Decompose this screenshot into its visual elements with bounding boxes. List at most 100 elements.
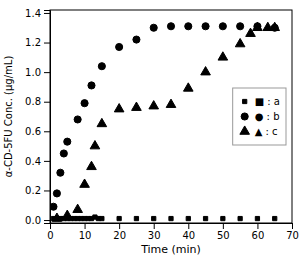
tick: 0.4 <box>25 156 50 167</box>
tick-mark <box>44 43 50 44</box>
tick: 20 <box>113 223 126 241</box>
tick-label: 40 <box>182 230 195 241</box>
point <box>114 104 124 112</box>
point <box>221 216 225 220</box>
tick: 50 <box>217 223 230 241</box>
tick-label: 1.4 <box>25 8 41 19</box>
tick: 0.6 <box>25 126 50 137</box>
point <box>60 150 67 157</box>
tick-label: 1.0 <box>25 67 41 78</box>
tick: 70 <box>286 223 299 241</box>
point <box>53 190 60 197</box>
point <box>97 118 107 126</box>
tick-mark <box>44 131 50 132</box>
tick-mark <box>119 223 120 229</box>
tick-mark <box>292 223 293 229</box>
point <box>185 23 192 30</box>
tick-mark <box>44 72 50 73</box>
tick-mark <box>44 13 50 14</box>
point <box>73 204 83 212</box>
point <box>186 216 190 220</box>
point <box>238 216 242 220</box>
point <box>74 116 81 123</box>
plot-frame <box>50 10 292 223</box>
point <box>255 216 259 220</box>
point <box>64 138 71 145</box>
tick-label: 0.4 <box>25 156 41 167</box>
tick-mark <box>44 220 50 221</box>
point <box>90 141 100 149</box>
legend-box <box>233 88 286 145</box>
legend-symbol <box>243 99 247 103</box>
point <box>149 101 159 109</box>
tick: 60 <box>252 223 265 241</box>
tick-mark <box>44 102 50 103</box>
point <box>134 216 138 220</box>
point <box>152 216 156 220</box>
tick-mark <box>154 223 155 229</box>
series <box>51 215 277 221</box>
point <box>81 100 88 107</box>
tick-mark <box>188 223 189 229</box>
point <box>150 24 157 31</box>
point <box>202 23 209 30</box>
axis-line <box>51 224 293 230</box>
tick-label: 0.0 <box>25 215 41 226</box>
legend-item: ■ : a <box>243 96 280 107</box>
point <box>87 161 97 169</box>
tick-label: 20 <box>113 230 126 241</box>
point <box>132 102 142 110</box>
tick: 10 <box>79 223 92 241</box>
point <box>235 38 245 46</box>
axis-line <box>44 11 51 224</box>
point <box>62 210 72 218</box>
tick: 40 <box>182 223 195 241</box>
point <box>273 216 277 220</box>
point <box>237 23 244 30</box>
point <box>98 63 105 70</box>
point <box>116 43 123 50</box>
tick: 1.2 <box>25 37 50 48</box>
point <box>52 213 62 221</box>
tick-mark <box>85 223 86 229</box>
chart: 0102030405060700.00.20.40.60.81.01.21.4T… <box>0 0 302 259</box>
tick-label: 1.2 <box>25 37 41 48</box>
point <box>169 216 173 220</box>
tick-label: 50 <box>217 230 230 241</box>
tick-mark <box>223 223 224 229</box>
tick-label: 70 <box>286 230 299 241</box>
legend-label: ■ : a <box>255 96 280 107</box>
series <box>50 23 278 211</box>
x-axis: 010203040506070 <box>47 223 299 241</box>
legend: ■ : a ● : b ▲ : c <box>233 88 286 145</box>
point <box>50 203 57 210</box>
point <box>57 169 64 176</box>
tick: 1.4 <box>25 8 50 19</box>
point <box>80 179 90 187</box>
point <box>253 22 263 30</box>
point <box>117 216 121 220</box>
legend-item: ▲ : c <box>240 126 278 137</box>
tick-label: 0.2 <box>25 185 41 196</box>
point <box>166 99 176 107</box>
y-axis-title: α-CD-5FU Conc. (μg/mL) <box>3 56 14 178</box>
tick: 0.2 <box>25 185 50 196</box>
tick-label: 10 <box>79 230 92 241</box>
tick-mark <box>257 223 258 229</box>
point <box>218 52 228 60</box>
point <box>167 23 174 30</box>
legend-symbol <box>240 126 250 134</box>
tick-mark <box>44 190 50 191</box>
x-axis-title: Time (min) <box>140 243 201 256</box>
point <box>88 82 95 89</box>
tick-label: 0.6 <box>25 126 41 137</box>
point <box>133 36 140 43</box>
legend-label: ● : b <box>255 111 280 122</box>
y-axis: 0.00.20.40.60.81.01.21.4 <box>25 8 50 226</box>
point <box>201 67 211 75</box>
point <box>183 83 193 91</box>
point <box>203 216 207 220</box>
tick: 1.0 <box>25 67 50 78</box>
point <box>219 23 226 30</box>
tick-mark <box>44 161 50 162</box>
